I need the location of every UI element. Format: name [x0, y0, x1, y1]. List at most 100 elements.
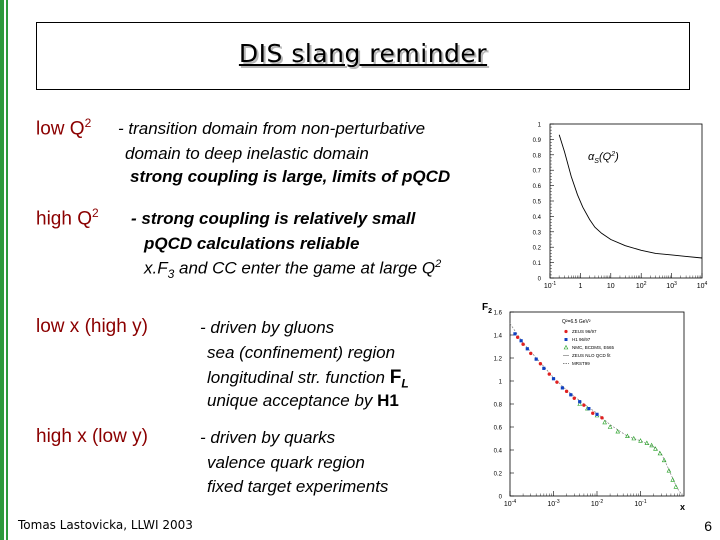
f2-ytick-label: 1.6	[494, 311, 503, 317]
alpha-s-xtick-label: 1	[578, 283, 582, 290]
f2-xlabel: x	[680, 502, 685, 512]
alpha-s-ytick-label: 0.5	[533, 200, 542, 206]
alpha-s-xtick-label: 104	[697, 281, 708, 290]
high-q2-line3-a: x.F	[144, 258, 168, 278]
alpha-s-ytick-label: 0.1	[533, 261, 542, 267]
low-q2-sup: 2	[84, 116, 92, 130]
f2-point-fixed-target	[661, 457, 667, 463]
f2-point-h1	[587, 407, 591, 411]
low-q2-line2: domain to deep inelastic domain	[125, 144, 369, 163]
f2-ytick-label: 0.6	[494, 426, 503, 432]
f2-point-zeus	[529, 351, 533, 356]
f2-point-h1	[595, 412, 599, 416]
low-x-line3-f: F	[389, 367, 402, 388]
alpha-s-ytick-label: 0.9	[533, 138, 542, 144]
f2-ylabel: F2	[482, 302, 492, 315]
f2-ytick-label: 1	[499, 380, 503, 386]
page-number: 6	[704, 518, 712, 534]
f2-point-h1	[534, 357, 538, 361]
f2-point-zeus	[555, 380, 559, 384]
f2-point-fixed-target	[653, 446, 658, 451]
low-q2-line3: strong coupling is large, limits of pQCD	[130, 167, 451, 186]
high-q2-heading: high Q2	[36, 206, 99, 230]
high-q2-line3: x.F3 and CC enter the game at large Q2	[144, 258, 441, 281]
low-x-line4-text: unique acceptance by	[207, 391, 373, 410]
low-q2-line1: - transition domain from non-perturbativ…	[118, 119, 426, 138]
f2-point-zeus	[538, 362, 543, 366]
high-q2-head-text: high Q	[36, 208, 92, 230]
f2-point-fixed-target	[638, 438, 643, 443]
f2-legend-marker	[564, 329, 568, 334]
f2-point-fixed-target	[607, 424, 613, 429]
f2-point-fixed-target	[673, 484, 679, 489]
alpha-s-xtick-label: 102	[636, 281, 647, 290]
alpha-s-ytick-label: 1	[538, 123, 542, 129]
f2-legend-label: ZEUS NLO QCD fit	[572, 353, 611, 358]
high-x-line2: valence quark region	[207, 453, 365, 472]
f2-ytick-label: 0.2	[494, 472, 503, 478]
alpha-s-xtick-label: 103	[666, 281, 677, 290]
f2-point-h1	[542, 366, 546, 370]
f2-point-h1	[569, 393, 573, 397]
f2-point-fixed-target	[649, 442, 654, 448]
f2-chart: F2 x 0 0.2 0.4 0.6 0.8 1 1.2 1.4 1.6 10-4 10-3 10-2 10…	[482, 302, 685, 512]
low-x-line4: unique acceptance by H1	[207, 391, 399, 411]
f2-legend-label: MRST99	[572, 361, 590, 366]
f2-xtick-label: 10-4	[504, 499, 516, 508]
f2-xtick-label: 10-3	[547, 499, 559, 508]
side-accent-bar-thin	[6, 0, 8, 540]
f2-point-h1	[513, 332, 517, 336]
f2-point-zeus	[515, 335, 520, 339]
f2-point-zeus	[521, 342, 525, 346]
alpha-s-xtick-label: 10-1	[544, 281, 556, 290]
low-x-line2: sea (confinement) region	[207, 343, 396, 362]
f2-legend-marker	[563, 344, 569, 350]
f2-frame	[509, 311, 685, 497]
f2-point-fixed-target	[615, 428, 621, 434]
f2-point-zeus	[600, 416, 604, 420]
high-x-heading: high x (low y)	[36, 426, 148, 447]
f2-point-fixed-target	[657, 450, 663, 456]
f2-point-zeus	[564, 389, 569, 394]
low-x-line4-h1: H1	[377, 391, 399, 410]
alpha-s-ytick-label: 0	[538, 277, 542, 283]
high-q2-sup: 2	[91, 206, 99, 220]
alpha-s-ytick-label: 0.3	[533, 230, 542, 236]
f2-ytick-label: 1.4	[494, 334, 503, 340]
alpha-s-curve	[558, 134, 703, 259]
f2-point-h1	[560, 386, 564, 390]
f2-fit-line	[509, 323, 683, 496]
alpha-s-ytick-label: 0.6	[533, 184, 542, 190]
alpha-s-ytick-label: 0.8	[533, 153, 542, 159]
f2-legend-label: ZEUS 96/97	[572, 329, 597, 334]
slide-title: DIS slang reminder	[238, 39, 488, 68]
f2-point-zeus	[591, 411, 595, 415]
low-x-line3-text: longitudinal str. function	[207, 368, 385, 387]
f2-legend-marker	[564, 338, 568, 341]
alpha-s-ytick-label: 0.2	[533, 246, 542, 252]
f2-ytick-label: 0	[499, 495, 503, 501]
low-x-line3-sub: L	[401, 376, 409, 391]
f2-xtick-label: 10-1	[634, 499, 646, 508]
low-x-heading: low x (high y)	[36, 316, 148, 337]
f2-point-zeus	[572, 396, 576, 400]
title-box: DIS slang reminder	[36, 22, 690, 90]
f2-point-fixed-target	[666, 468, 672, 473]
f2-point-fixed-target	[577, 401, 582, 406]
f2-point-h1	[578, 400, 582, 404]
f2-point-fixed-target	[625, 433, 630, 438]
f2-point-h1	[551, 377, 556, 381]
f2-xtick-label: 10-2	[591, 499, 603, 508]
f2-point-zeus	[582, 403, 586, 407]
f2-legend-title: Q²=6.5 GeV²	[562, 319, 591, 325]
f2-ytick-label: 0.8	[494, 403, 503, 409]
f2-point-h1	[525, 347, 529, 351]
alpha-s-frame	[549, 123, 703, 279]
high-q2-line1: - strong coupling is relatively small	[131, 209, 416, 228]
low-q2-head-text: low Q	[36, 118, 85, 140]
f2-point-fixed-target	[602, 419, 607, 425]
high-q2-line3-c: and CC enter the game at large Q	[174, 258, 436, 278]
f2-point-fixed-target	[670, 477, 675, 482]
alpha-s-xtick-label: 10	[607, 283, 615, 290]
footer-author: Tomas Lastovicka, LLWI 2003	[18, 518, 193, 532]
